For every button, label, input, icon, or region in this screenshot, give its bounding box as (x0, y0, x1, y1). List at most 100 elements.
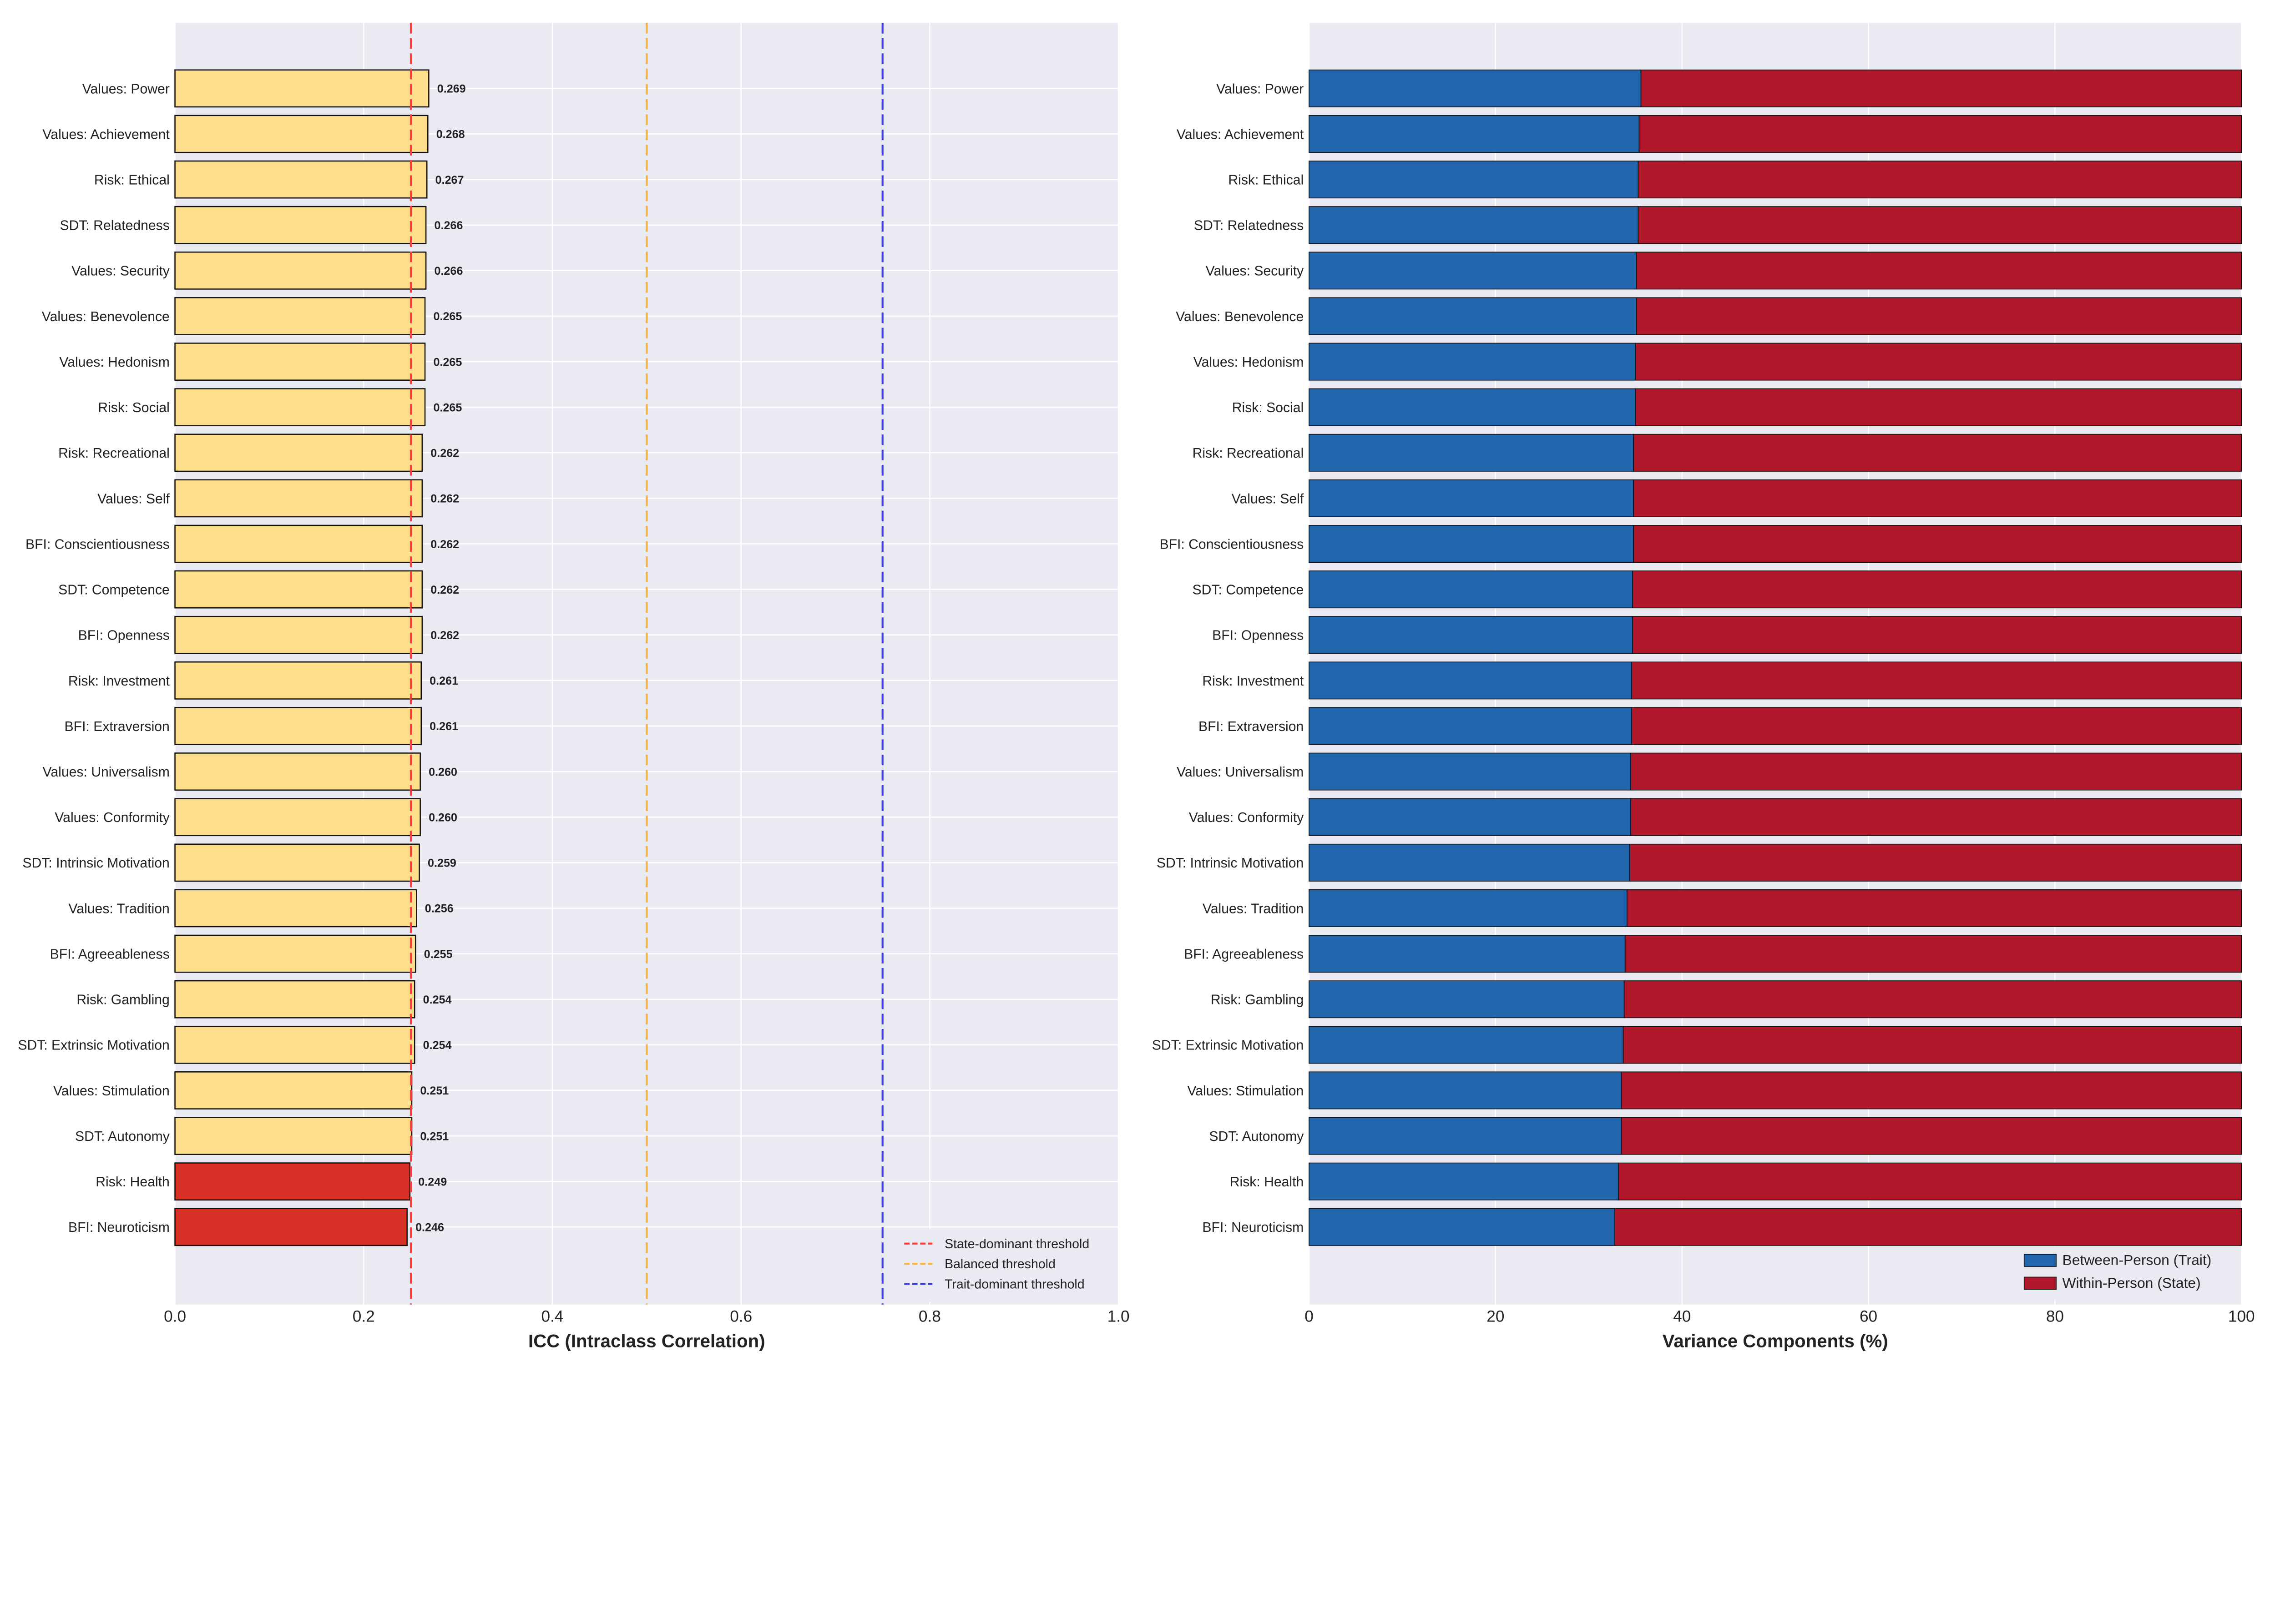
within-person-bar (1626, 889, 2242, 927)
legend-label: Between-Person (Trait) (2062, 1252, 2211, 1268)
icc-bar (174, 798, 421, 837)
between-person-bar (1309, 69, 1642, 107)
between-person-bar (1309, 707, 1632, 745)
between-person-bar (1309, 1208, 1616, 1246)
y-tick-label: Risk: Ethical (1228, 172, 1304, 187)
between-person-bar (1309, 115, 1640, 153)
y-tick-label: Values: Achievement (1177, 127, 1304, 142)
y-tick-label: BFI: Openness (1212, 628, 1304, 643)
icc-bar (174, 889, 417, 928)
x-tick-label: 0.4 (541, 1307, 564, 1325)
icc-value-label: 0.251 (420, 1084, 449, 1097)
between-person-bar (1309, 889, 1628, 927)
y-tick-label: BFI: Neuroticism (1202, 1220, 1304, 1235)
icc-bar (174, 69, 430, 108)
y-tick-label: Values: Self (1232, 491, 1304, 506)
between-person-bar (1309, 752, 1631, 791)
within-person-bar (1635, 388, 2242, 426)
icc-bar (174, 1117, 413, 1155)
y-tick-label: Values: Benevolence (1176, 309, 1304, 324)
within-person-bar (1638, 115, 2242, 153)
y-tick-label: Values: Achievement (42, 127, 170, 142)
y-tick-label: Values: Security (1206, 264, 1304, 279)
icc-bar (174, 388, 426, 427)
within-person-bar (1632, 616, 2242, 654)
within-person-bar (1621, 1071, 2242, 1110)
icc-bar (174, 206, 427, 244)
icc-bar (174, 980, 415, 1019)
icc-value-label: 0.266 (435, 265, 463, 277)
icc-chart: 0.0 0.2 0.4 0.6 0.8 1.0 Values: Power Values: A… (18, 23, 1130, 1352)
y-tick-label: Values: Tradition (68, 901, 169, 916)
x-axis-label: Variance Components (%) (1663, 1331, 1888, 1352)
legend-label: Balanced threshold (945, 1257, 1056, 1271)
within-person-bar (1629, 843, 2242, 882)
within-person-bar (1631, 707, 2242, 745)
legend-label: Trait-dominant threshold (945, 1277, 1085, 1292)
icc-value-label: 0.262 (430, 584, 459, 596)
legend-swatch (2023, 1276, 2057, 1290)
icc-bar (174, 843, 420, 882)
icc-value-label: 0.260 (429, 811, 457, 824)
x-tick-label: 100 (2228, 1307, 2255, 1325)
legend: Between-Person (Trait) Within-Person (Sta… (2014, 1246, 2240, 1300)
between-person-bar (1309, 980, 1625, 1019)
between-person-bar (1309, 935, 1626, 973)
y-tick-label: SDT: Intrinsic Motivation (22, 856, 169, 871)
icc-value-label: 0.262 (430, 538, 459, 551)
icc-bar (174, 1071, 413, 1110)
y-tick-label: Risk: Ethical (94, 172, 170, 187)
y-tick-label: SDT: Relatedness (60, 218, 169, 233)
legend-swatch (2023, 1254, 2057, 1267)
y-tick-label: BFI: Conscientiousness (1159, 537, 1304, 552)
within-person-bar (1633, 479, 2242, 517)
within-person-bar (1631, 661, 2242, 700)
y-tick-label: SDT: Extrinsic Motivation (18, 1038, 170, 1053)
within-person-bar (1618, 1162, 2242, 1200)
icc-value-label: 0.262 (430, 629, 459, 642)
icc-value-label: 0.261 (430, 675, 458, 687)
icc-value-label: 0.254 (423, 1039, 452, 1052)
x-tick-label: 20 (1486, 1307, 1504, 1325)
icc-value-label: 0.265 (433, 310, 462, 323)
icc-bar (174, 1208, 408, 1246)
between-person-bar (1309, 343, 1636, 381)
icc-value-label: 0.255 (424, 948, 453, 961)
icc-value-label: 0.261 (430, 720, 458, 733)
legend-label: State-dominant threshold (945, 1237, 1089, 1251)
icc-bar (174, 707, 422, 745)
within-person-bar (1632, 570, 2242, 609)
within-person-bar (1633, 434, 2242, 472)
between-person-bar (1309, 1071, 1622, 1110)
x-tick-label: 60 (1860, 1307, 1877, 1325)
between-person-bar (1309, 661, 1632, 700)
y-tick-label: SDT: Autonomy (1209, 1129, 1304, 1144)
legend-label: Within-Person (State) (2062, 1275, 2200, 1291)
between-person-bar (1309, 252, 1637, 290)
y-tick-label: Values: Tradition (1203, 901, 1304, 916)
y-tick-label: BFI: Agreeableness (50, 947, 170, 962)
icc-bar (174, 525, 423, 563)
icc-bar (174, 251, 427, 290)
within-person-bar (1638, 161, 2242, 199)
within-person-bar (1630, 752, 2242, 791)
within-person-bar (1623, 980, 2242, 1019)
icc-value-label: 0.262 (430, 447, 459, 460)
x-tick-label: 0.8 (919, 1307, 941, 1325)
icc-bar (174, 160, 428, 199)
y-tick-label: BFI: Openness (78, 628, 170, 643)
icc-bar (174, 115, 429, 153)
x-tick-label: 0.6 (730, 1307, 752, 1325)
y-tick-label: SDT: Autonomy (75, 1129, 170, 1144)
y-tick-label: Values: Conformity (55, 810, 170, 825)
between-person-bar (1309, 1162, 1619, 1200)
between-person-bar (1309, 388, 1636, 426)
y-tick-label: BFI: Neuroticism (68, 1220, 170, 1235)
between-person-bar (1309, 297, 1637, 335)
y-tick-label: Values: Hedonism (1193, 355, 1304, 370)
x-tick-label: 0 (1304, 1307, 1314, 1325)
icc-bar (174, 297, 426, 335)
y-tick-label: Values: Stimulation (1187, 1084, 1304, 1099)
icc-bar (174, 434, 423, 472)
icc-bar (174, 1025, 415, 1064)
